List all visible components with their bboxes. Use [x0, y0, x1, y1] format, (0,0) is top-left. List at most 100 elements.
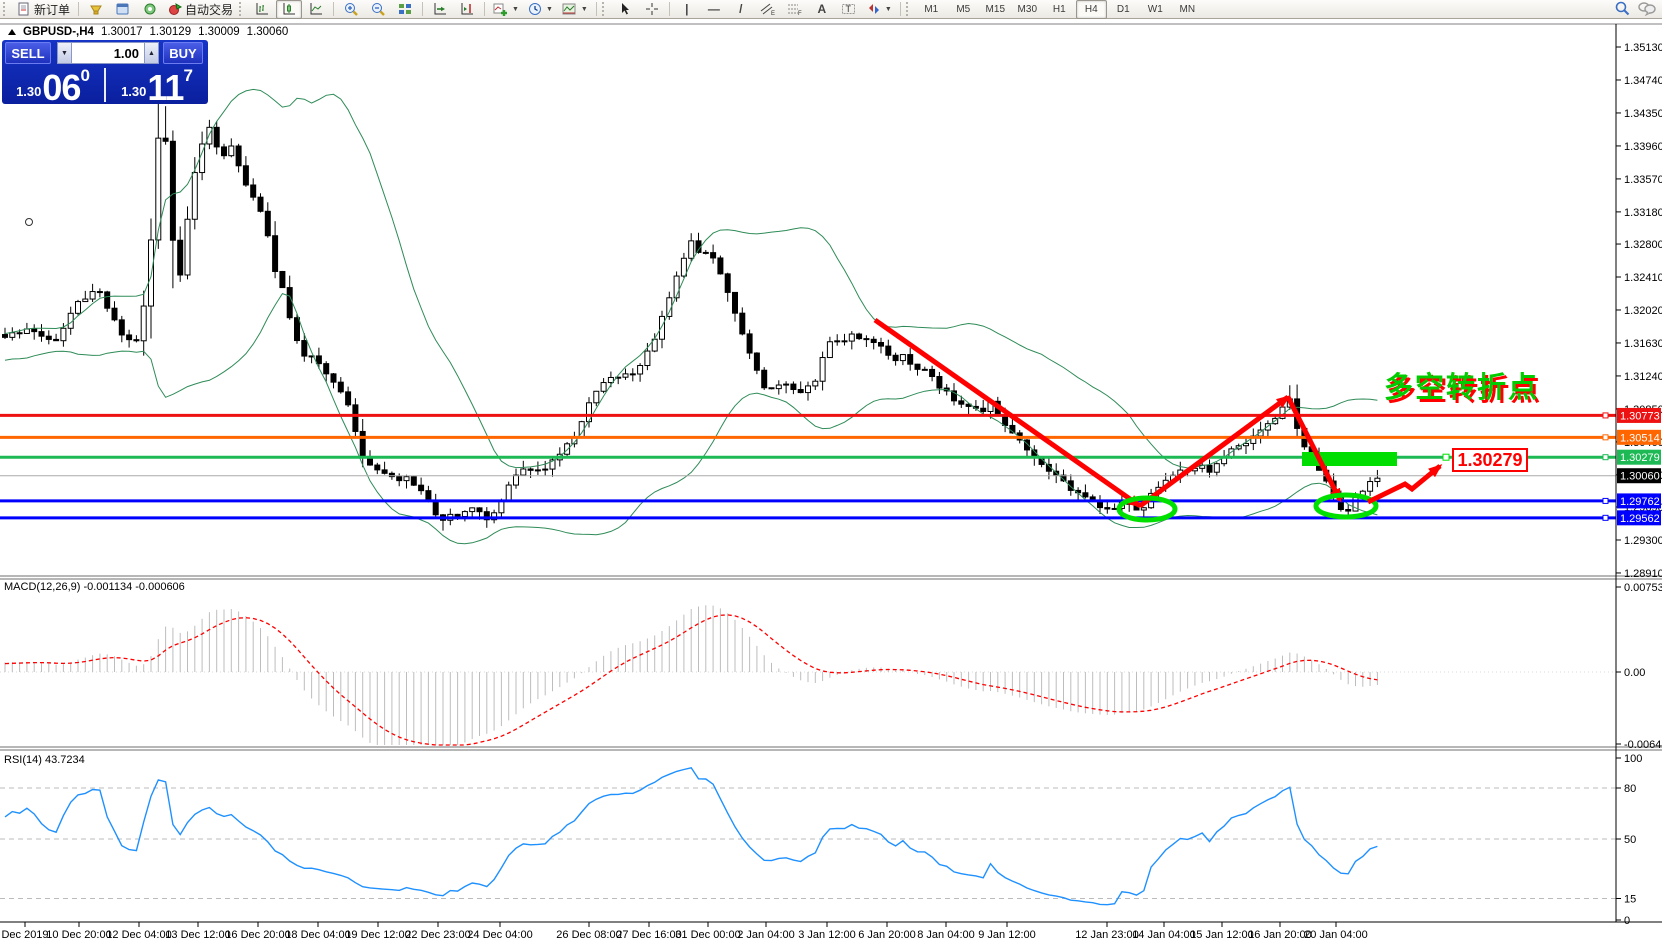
- svg-text:1.31240: 1.31240: [1624, 371, 1662, 383]
- macd-signal-line: [4, 614, 1378, 746]
- auto-scroll-icon: [434, 3, 446, 15]
- navigator-icon: [144, 3, 156, 15]
- svg-text:10 Dec 20:00: 10 Dec 20:00: [46, 929, 111, 941]
- svg-text:12 Jan 23:00: 12 Jan 23:00: [1075, 929, 1139, 941]
- svg-text:1.33570: 1.33570: [1624, 174, 1662, 186]
- bar-chart-button[interactable]: [249, 0, 275, 19]
- autotrade-label: 自动交易: [185, 2, 234, 17]
- dropdown-arrow-icon: ▼: [545, 5, 553, 13]
- sell-price-big-digits: 06: [42, 67, 81, 108]
- line-chart-button[interactable]: [303, 0, 329, 19]
- zoom-out-icon: [371, 2, 385, 16]
- navigator-button[interactable]: [137, 0, 163, 19]
- svg-text:1.33180: 1.33180: [1624, 207, 1662, 219]
- candlestick-chart-button[interactable]: [276, 0, 303, 19]
- sell-button[interactable]: SELL: [5, 42, 51, 64]
- periods-button[interactable]: ▼: [524, 0, 557, 19]
- zoom-out-button[interactable]: [365, 0, 391, 19]
- vertical-line-icon: |: [685, 2, 689, 16]
- svg-text:16 Jan 20:00: 16 Jan 20:00: [1248, 929, 1312, 941]
- toolbar-grip: [905, 2, 912, 16]
- zoom-in-button[interactable]: [338, 0, 364, 19]
- market-watch-button[interactable]: [83, 0, 109, 19]
- toolbar-grip: [601, 2, 608, 16]
- tile-windows-button[interactable]: [392, 0, 418, 19]
- arrows-tool-button[interactable]: ▼: [863, 0, 896, 19]
- timeframe-h4-button[interactable]: H4: [1075, 0, 1107, 19]
- svg-text:0.00: 0.00: [1624, 667, 1645, 679]
- chart-shift-button[interactable]: [454, 0, 480, 19]
- toolbar-separator: [422, 2, 424, 16]
- chat-icon[interactable]: [1638, 1, 1656, 16]
- svg-text:26 Dec 08:00: 26 Dec 08:00: [556, 929, 621, 941]
- volume-input[interactable]: [72, 42, 144, 64]
- autotrade-button[interactable]: 自动交易: [164, 0, 237, 19]
- chart-frame: [0, 23, 1662, 923]
- text-label-icon: T: [842, 4, 856, 14]
- cursor-tool-button[interactable]: [612, 0, 638, 19]
- timeframe-h1-button[interactable]: H1: [1052, 3, 1066, 15]
- timeframe-w1-button[interactable]: W1: [1147, 3, 1163, 15]
- svg-text:6 Jan 20:00: 6 Jan 20:00: [858, 929, 916, 941]
- new-order-button[interactable]: 新订单: [13, 0, 74, 19]
- ohlc-high: 1.30129: [149, 26, 192, 38]
- data-window-button[interactable]: [110, 0, 136, 19]
- crosshair-tool-button[interactable]: [639, 0, 665, 19]
- candlestick-series: [2, 92, 1381, 531]
- svg-text:100: 100: [1624, 753, 1642, 765]
- trendline-tool-button[interactable]: /: [728, 0, 754, 19]
- chart-object-circle: [25, 218, 33, 226]
- svg-text:15 Jan 12:00: 15 Jan 12:00: [1190, 929, 1254, 941]
- timeframe-d1-button[interactable]: D1: [1116, 3, 1130, 15]
- rsi-line: [4, 767, 1378, 906]
- auto-scroll-button[interactable]: [427, 0, 453, 19]
- market-watch-icon: [90, 5, 102, 15]
- buy-price-display[interactable]: 1.30 11 7: [106, 66, 208, 106]
- fibonacci-tool-button[interactable]: F: [782, 0, 808, 19]
- ohlc-open: 1.30017: [100, 26, 143, 38]
- buy-button[interactable]: BUY: [163, 42, 203, 64]
- svg-text:E: E: [771, 11, 775, 16]
- line-handle: [1602, 434, 1609, 441]
- svg-text:1.30514: 1.30514: [1620, 432, 1660, 444]
- text-tool-button[interactable]: A: [809, 0, 835, 19]
- channel-tool-button[interactable]: E: [755, 0, 781, 19]
- text-label-tool-button[interactable]: T: [836, 0, 862, 19]
- dropdown-arrow-icon: ▼: [884, 5, 892, 13]
- svg-text:T: T: [846, 4, 852, 14]
- toolbar-separator: [333, 2, 335, 16]
- one-click-trading-panel: SELL ▼ ▲ BUY 1.30 06 0 1.30 11 7: [2, 40, 208, 108]
- svg-text:1.30279: 1.30279: [1620, 452, 1660, 464]
- callout-anchor: [1442, 453, 1450, 461]
- timeframe-m30-button[interactable]: M30: [1017, 3, 1037, 15]
- svg-text:31 Dec 00:00: 31 Dec 00:00: [675, 929, 740, 941]
- timeframe-mn-button[interactable]: MN: [1179, 3, 1196, 15]
- bollinger-bands: [4, 88, 1378, 545]
- sell-price-display[interactable]: 1.30 06 0: [2, 66, 104, 108]
- volume-decrease-button[interactable]: ▼: [57, 42, 72, 64]
- svg-text:12 Dec 04:00: 12 Dec 04:00: [106, 929, 171, 941]
- buy-price-prefix: 1.30: [121, 84, 147, 99]
- svg-text:0.007538: 0.007538: [1624, 582, 1662, 594]
- toolbar-separator: [668, 2, 670, 16]
- timeframe-m15-button[interactable]: M15: [985, 3, 1005, 15]
- horizontal-line-tool-button[interactable]: —: [701, 0, 727, 19]
- vertical-line-tool-button[interactable]: |: [674, 0, 700, 19]
- volume-increase-button[interactable]: ▲: [144, 42, 159, 64]
- timeframe-m5-button[interactable]: M5: [956, 3, 971, 15]
- candlestick-chart-icon: [283, 3, 295, 15]
- indicators-icon: [493, 3, 508, 16]
- svg-text:1.29300: 1.29300: [1624, 535, 1662, 547]
- indicators-button[interactable]: ▼: [489, 0, 523, 19]
- new-order-label: 新订单: [34, 2, 71, 17]
- horizontal-line-icon: —: [707, 2, 720, 16]
- templates-button[interactable]: ▼: [558, 0, 592, 19]
- text-icon: A: [817, 2, 827, 16]
- chart-collapse-icon: [8, 29, 16, 35]
- timeframe-m1-button[interactable]: M1: [924, 3, 939, 15]
- toolbar-separator: [78, 2, 80, 16]
- chart-header: GBPUSD-,H4 1.30017 1.30129 1.30009 1.300…: [8, 26, 288, 38]
- search-icon[interactable]: [1615, 1, 1630, 16]
- hand-drawn-arrow: [1366, 464, 1443, 505]
